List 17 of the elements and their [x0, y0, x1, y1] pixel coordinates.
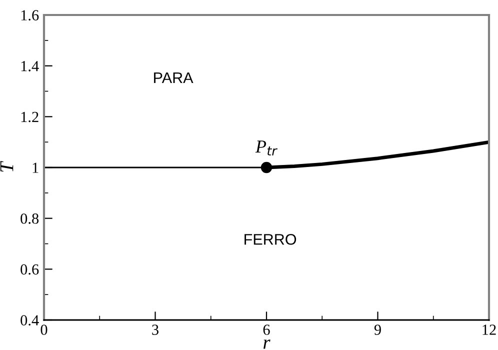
x-tick-label: 9	[374, 324, 381, 335]
x-tick-label: 6	[263, 324, 270, 335]
annotation: FERRO	[244, 234, 296, 245]
y-tick-label: 1.2	[21, 112, 38, 122]
y-axis-title: T	[0, 160, 14, 172]
y-tick-label: 0.4	[20, 315, 39, 326]
annotation: P$_{tr}$	[255, 140, 278, 156]
y-tick-label: 0.6	[20, 264, 39, 275]
annotation: PARA	[154, 72, 194, 83]
y-tick-label: 1.4	[21, 61, 39, 72]
y-tick-label: 0.8	[20, 213, 39, 224]
x-tick-label: 12	[482, 324, 496, 335]
x-axis-title: r	[264, 340, 270, 349]
x-tick-label: 3	[152, 324, 158, 335]
y-tick-label: 1.6	[21, 10, 39, 21]
x-tick-label: 0	[40, 324, 48, 335]
y-tick-label: 1	[32, 162, 38, 173]
